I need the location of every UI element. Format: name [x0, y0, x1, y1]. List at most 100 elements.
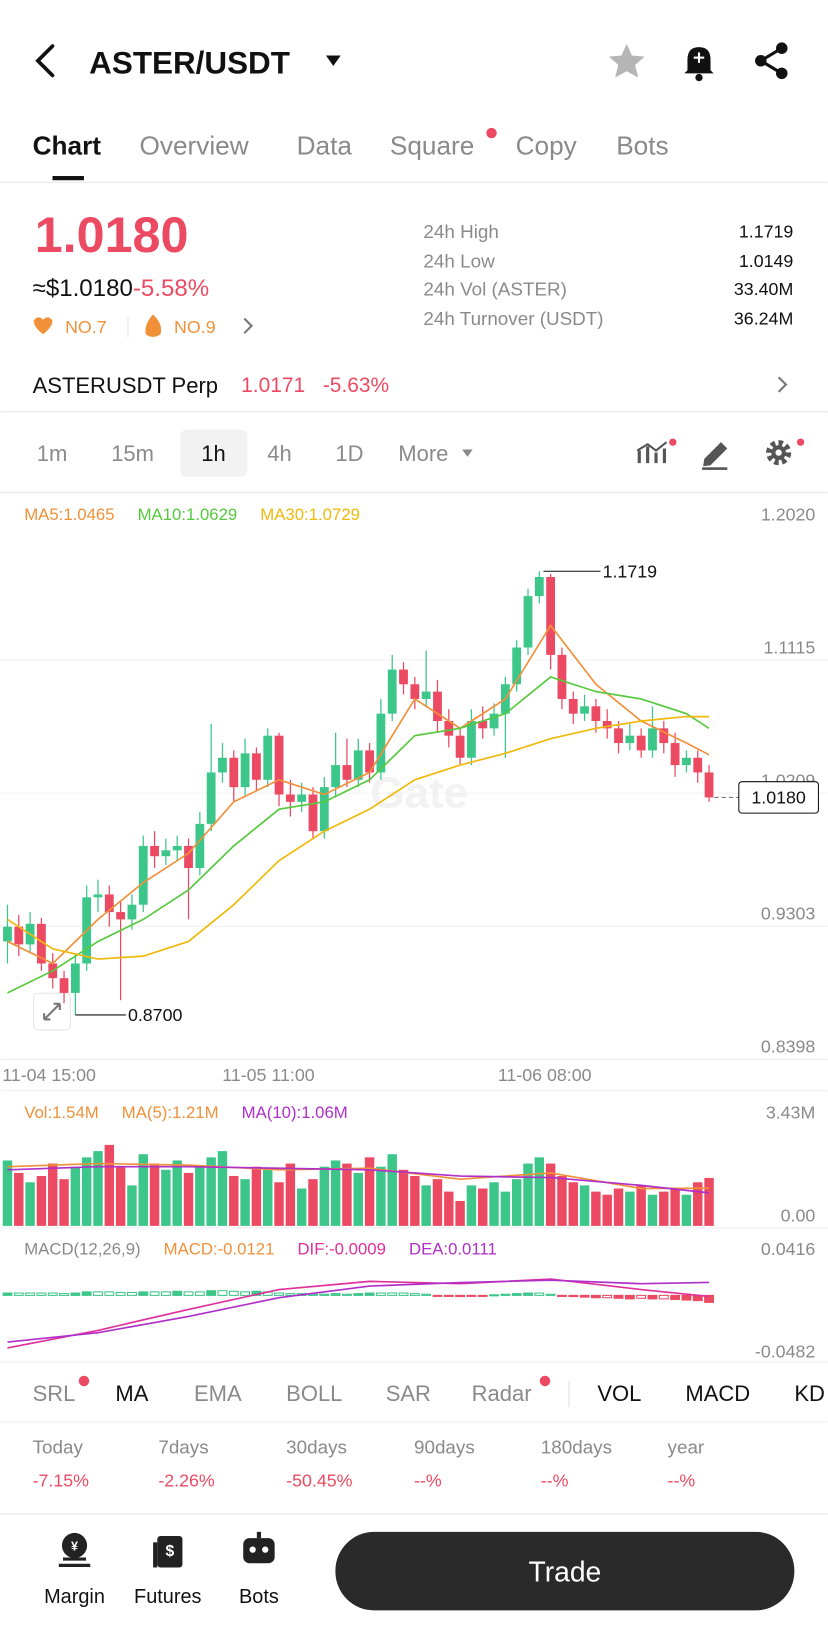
chevron[interactable]: [777, 376, 788, 393]
draw-button[interactable]: [702, 442, 728, 470]
pair-dropdown[interactable]: [325, 55, 341, 67]
volume-bar: [466, 1185, 477, 1226]
candle-body: [467, 721, 476, 758]
indicator-tab[interactable]: SAR: [386, 1381, 431, 1406]
trade-button[interactable]: [335, 1531, 795, 1611]
hot-icon: [145, 314, 162, 337]
indicator-tab[interactable]: MA: [115, 1381, 148, 1406]
indicator-tab[interactable]: MACD: [685, 1381, 750, 1406]
chevron[interactable]: [243, 317, 254, 334]
tab[interactable]: Overview: [139, 131, 248, 161]
nav-label[interactable]: Futures: [134, 1586, 201, 1608]
perp-name[interactable]: ASTERUSDT Perp: [33, 373, 218, 398]
interval[interactable]: 1h: [201, 441, 225, 466]
pair-title[interactable]: ASTER/USDT: [89, 45, 290, 80]
candle-body: [614, 728, 623, 744]
perp-price: 1.0171: [241, 374, 305, 397]
macd-bar: [149, 1291, 160, 1296]
macd-bar: [557, 1294, 567, 1297]
volume-bar: [93, 1151, 103, 1226]
trade-label[interactable]: Trade: [528, 1556, 601, 1588]
tab[interactable]: Chart: [33, 131, 102, 161]
x-tick-label: 11-05 11:00: [222, 1065, 314, 1085]
volume-bar: [568, 1182, 578, 1226]
period-value: --%: [668, 1471, 696, 1491]
share-button[interactable]: [755, 42, 788, 80]
indicator-tab[interactable]: VOL: [597, 1381, 641, 1406]
tab[interactable]: Bots: [616, 131, 668, 161]
ma-line: [7, 624, 710, 965]
indicator-tab[interactable]: EMA: [194, 1381, 242, 1406]
bots-icon[interactable]: [243, 1531, 275, 1564]
volume-bar: [319, 1166, 330, 1226]
volume-bar: [217, 1151, 228, 1226]
volume-bar: [670, 1188, 680, 1226]
tab[interactable]: Square: [390, 131, 474, 161]
price-line: ≈$1.0180-5.58%: [33, 275, 210, 302]
macd-bar: [704, 1294, 714, 1303]
macd-bar: [409, 1293, 420, 1296]
candle-body: [218, 757, 227, 773]
nav-label[interactable]: Bots: [239, 1586, 279, 1608]
indicator-button[interactable]: [636, 438, 677, 464]
macd-bar: [421, 1293, 432, 1296]
candle-body: [693, 757, 703, 773]
more-caret[interactable]: [462, 449, 473, 457]
candle-body: [455, 735, 465, 758]
interval[interactable]: More: [398, 441, 448, 466]
candle-body: [512, 647, 522, 685]
perp-change: -5.63%: [323, 374, 389, 397]
nav-label[interactable]: Margin: [44, 1586, 105, 1608]
candle-body: [648, 728, 657, 751]
volume-bar: [263, 1169, 273, 1226]
macd-bar: [36, 1292, 47, 1296]
settings-button[interactable]: [766, 438, 805, 466]
favorite-star[interactable]: [608, 44, 645, 78]
rank[interactable]: NO.7: [65, 317, 107, 337]
margin-icon[interactable]: ¥: [58, 1532, 91, 1567]
macd-bar: [70, 1292, 81, 1296]
macd-bar: [285, 1293, 296, 1296]
interval[interactable]: 15m: [111, 441, 154, 466]
volume-bar: [353, 1172, 363, 1226]
interval[interactable]: 1m: [37, 441, 68, 466]
candle-body: [206, 772, 216, 824]
stat-value: 36.24M: [734, 309, 793, 329]
candle-body: [659, 728, 669, 744]
interval[interactable]: 4h: [267, 441, 291, 466]
volume-bar: [229, 1176, 239, 1226]
volume-bar: [591, 1191, 601, 1226]
futures-icon[interactable]: $: [153, 1536, 183, 1568]
candle-body: [319, 787, 329, 832]
volume-bar: [534, 1157, 545, 1226]
interval[interactable]: 1D: [335, 441, 363, 466]
tab[interactable]: Copy: [516, 131, 578, 161]
indicator-tab[interactable]: Radar: [472, 1381, 532, 1406]
candle-body: [93, 894, 103, 898]
indicator-tab[interactable]: BOLL: [286, 1381, 342, 1406]
volume-bar: [138, 1154, 148, 1226]
macd-bar: [658, 1294, 669, 1300]
macd-bar: [670, 1294, 681, 1300]
alert-bell[interactable]: [684, 47, 714, 82]
volume-bar: [545, 1163, 556, 1226]
high-label: 1.1719: [603, 561, 658, 581]
macd-bar: [194, 1291, 205, 1296]
volume-bar: [500, 1191, 511, 1226]
low-label: 0.8700: [128, 1005, 183, 1025]
macd-bar: [59, 1293, 69, 1296]
indicator-tab[interactable]: KD: [794, 1381, 825, 1406]
tab[interactable]: Data: [297, 131, 353, 161]
macd-bar: [477, 1294, 488, 1297]
macd-bar: [172, 1290, 183, 1296]
back-button[interactable]: [35, 44, 55, 78]
rank[interactable]: NO.9: [174, 317, 216, 337]
volume-bar: [681, 1194, 692, 1226]
legend: MACD(12,26,9): [24, 1239, 140, 1258]
candle-body: [161, 850, 171, 857]
macd-bar: [319, 1293, 330, 1296]
macd-bar: [93, 1291, 103, 1296]
y-tick-label: 1.2020: [761, 504, 816, 524]
indicator-tab[interactable]: SRL: [33, 1381, 76, 1406]
y-tick-label: 3.43M: [766, 1103, 815, 1123]
